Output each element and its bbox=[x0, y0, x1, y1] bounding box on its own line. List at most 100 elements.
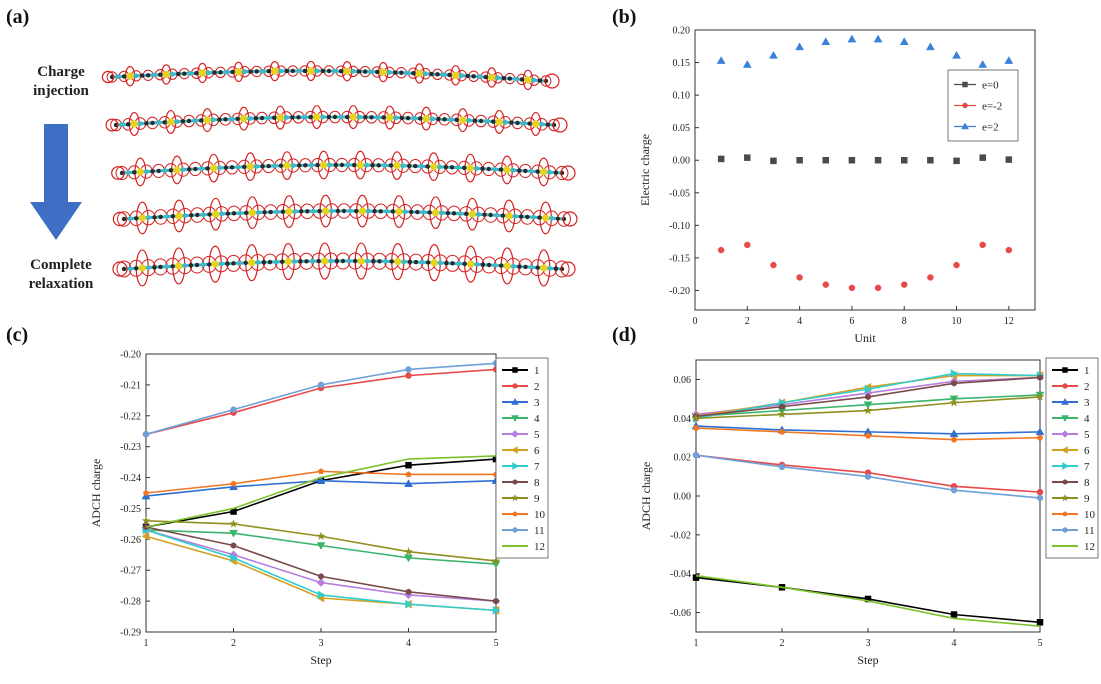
chain-atom bbox=[278, 68, 284, 74]
chain-atom bbox=[136, 168, 144, 176]
chain-atom bbox=[265, 115, 271, 121]
chain-atom bbox=[280, 209, 286, 214]
legend-label: 8 bbox=[1084, 477, 1090, 489]
orbital-lobe bbox=[112, 211, 128, 227]
chain-atom bbox=[292, 209, 298, 214]
y-tick-label: -0.26 bbox=[120, 535, 141, 546]
chain-atom bbox=[356, 69, 362, 74]
legend-item: e=2 bbox=[954, 122, 999, 134]
chain-atom bbox=[303, 163, 308, 168]
chain-atom bbox=[194, 70, 199, 76]
data-point bbox=[318, 573, 324, 580]
x-tick-label: 5 bbox=[1038, 638, 1043, 649]
chain-atom bbox=[341, 208, 347, 214]
charge-injection-line-2: injection bbox=[33, 83, 89, 99]
chain-atom bbox=[218, 70, 223, 75]
chain-atom bbox=[435, 72, 440, 77]
data-point bbox=[744, 241, 751, 249]
data-point bbox=[692, 574, 700, 581]
x-axis-label: Unit bbox=[854, 331, 876, 345]
data-point bbox=[795, 42, 805, 51]
data-point bbox=[864, 473, 872, 480]
chain-atom bbox=[555, 216, 561, 221]
chain-atom bbox=[480, 262, 486, 267]
series-10 bbox=[692, 424, 1044, 443]
data-point bbox=[405, 471, 412, 478]
series-line bbox=[145, 526, 497, 602]
data-point bbox=[864, 595, 872, 603]
legend-label: 6 bbox=[534, 445, 540, 457]
chain-atom bbox=[540, 264, 548, 272]
chain-atom bbox=[417, 116, 423, 121]
chain-atom bbox=[205, 166, 210, 171]
chain-atom bbox=[133, 266, 139, 271]
chain-atom bbox=[419, 163, 424, 169]
chain-atom bbox=[388, 163, 394, 168]
chain-atom bbox=[547, 265, 553, 271]
chain-atom bbox=[198, 69, 207, 77]
chain-atom bbox=[407, 259, 413, 265]
x-tick-label: 5 bbox=[494, 638, 499, 649]
chain-atom bbox=[203, 116, 211, 124]
chain-atom bbox=[262, 210, 267, 215]
chain-atom bbox=[364, 258, 370, 264]
y-tick-label: -0.25 bbox=[120, 504, 141, 515]
chain-atom bbox=[515, 120, 520, 126]
chain-atom bbox=[483, 74, 488, 80]
chain-atom bbox=[225, 211, 231, 216]
chain-atom bbox=[194, 262, 200, 268]
legend-label: 8 bbox=[534, 477, 540, 489]
series-e=2 bbox=[716, 34, 1014, 68]
chain-atom bbox=[326, 114, 332, 120]
data-point bbox=[510, 493, 520, 502]
data-point bbox=[978, 60, 988, 68]
data-point bbox=[822, 156, 830, 164]
chain-atom bbox=[162, 70, 170, 79]
chain-atom bbox=[217, 165, 223, 171]
data-point bbox=[230, 553, 239, 563]
chain-atom bbox=[532, 120, 540, 128]
chain-atom bbox=[235, 116, 240, 122]
chain-atom bbox=[151, 72, 157, 78]
chain-atom bbox=[248, 209, 256, 217]
chain-atom bbox=[333, 162, 339, 168]
y-tick-label: -0.29 bbox=[120, 628, 141, 639]
complete-relaxation-line-1: Complete bbox=[30, 257, 92, 273]
chain-atom bbox=[503, 262, 511, 270]
data-point bbox=[1062, 511, 1068, 517]
chain-atom bbox=[405, 115, 411, 121]
chain-atom bbox=[494, 212, 500, 218]
chart-d: 1 2 3 4 5-0.06-0.04-0.020.000.020.040.06Step… bbox=[639, 357, 1099, 667]
chain-atom bbox=[376, 163, 381, 168]
chain-atom bbox=[383, 258, 388, 264]
data-point bbox=[953, 157, 960, 165]
chain-atom bbox=[430, 163, 438, 171]
chain-atom bbox=[284, 258, 292, 266]
chain-atom bbox=[364, 162, 369, 168]
chain-atom bbox=[411, 115, 417, 121]
legend-item: 3 bbox=[1052, 397, 1090, 409]
x-tick-label: 4 bbox=[952, 638, 957, 649]
chain-atom bbox=[167, 118, 175, 126]
legend: e=0 e=-2 e=2 bbox=[947, 69, 1019, 142]
data-point bbox=[230, 406, 237, 413]
chain-atom bbox=[138, 214, 146, 222]
chain-atom bbox=[443, 164, 449, 170]
chain-atom bbox=[186, 118, 192, 124]
chain-atom bbox=[480, 166, 485, 171]
chain-atom bbox=[310, 258, 315, 264]
molecule-row bbox=[112, 242, 576, 287]
chain-atom bbox=[419, 259, 425, 265]
chain-atom bbox=[362, 69, 368, 74]
chain-atom bbox=[540, 168, 548, 176]
data-point bbox=[848, 156, 856, 164]
chain-atom bbox=[317, 208, 322, 214]
plot-frame bbox=[145, 353, 497, 633]
legend-label: 9 bbox=[534, 493, 540, 505]
chain-atom bbox=[553, 266, 559, 271]
legend-label: 4 bbox=[1084, 413, 1090, 425]
chain-atom bbox=[379, 68, 387, 76]
orbital-lobe bbox=[105, 118, 119, 132]
chain-atom bbox=[162, 168, 168, 173]
chain-atom bbox=[261, 260, 267, 265]
